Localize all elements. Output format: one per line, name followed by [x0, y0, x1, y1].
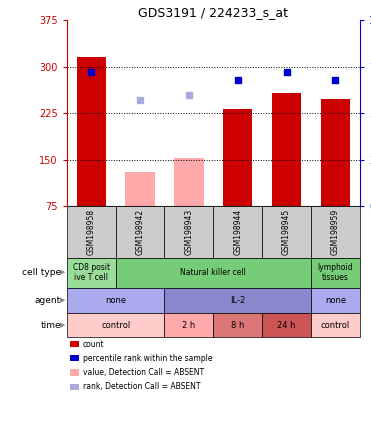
- Text: none: none: [325, 296, 346, 305]
- Text: none: none: [105, 296, 126, 305]
- Bar: [174, 158, 204, 206]
- Text: GSM198959: GSM198959: [331, 209, 340, 255]
- Text: time: time: [40, 321, 61, 329]
- Text: IL-2: IL-2: [230, 296, 245, 305]
- Text: control: control: [101, 321, 130, 329]
- Text: agent: agent: [35, 296, 61, 305]
- Bar: [321, 99, 350, 206]
- Text: percentile rank within the sample: percentile rank within the sample: [83, 354, 213, 363]
- Text: value, Detection Call = ABSENT: value, Detection Call = ABSENT: [83, 368, 204, 377]
- Text: ▶: ▶: [60, 297, 65, 303]
- Text: 2 h: 2 h: [182, 321, 196, 329]
- Text: rank, Detection Call = ABSENT: rank, Detection Call = ABSENT: [83, 382, 201, 391]
- Text: 8 h: 8 h: [231, 321, 244, 329]
- Text: control: control: [321, 321, 350, 329]
- Text: GSM198943: GSM198943: [184, 209, 193, 255]
- Text: ▶: ▶: [60, 270, 65, 276]
- Bar: [125, 172, 155, 206]
- Text: cell type: cell type: [22, 268, 61, 277]
- Text: Natural killer cell: Natural killer cell: [180, 268, 246, 277]
- Text: lymphoid
tissues: lymphoid tissues: [318, 263, 353, 282]
- Text: GSM198945: GSM198945: [282, 209, 291, 255]
- Bar: [272, 93, 301, 206]
- Text: GSM198942: GSM198942: [135, 209, 145, 255]
- Text: CD8 posit
ive T cell: CD8 posit ive T cell: [73, 263, 110, 282]
- Text: 24 h: 24 h: [278, 321, 296, 329]
- Text: ▶: ▶: [60, 322, 65, 328]
- Text: GSM198958: GSM198958: [87, 209, 96, 255]
- Title: GDS3191 / 224233_s_at: GDS3191 / 224233_s_at: [138, 6, 288, 19]
- Bar: [223, 109, 252, 206]
- Text: count: count: [83, 340, 105, 349]
- Text: GSM198944: GSM198944: [233, 209, 242, 255]
- Bar: [76, 57, 106, 206]
